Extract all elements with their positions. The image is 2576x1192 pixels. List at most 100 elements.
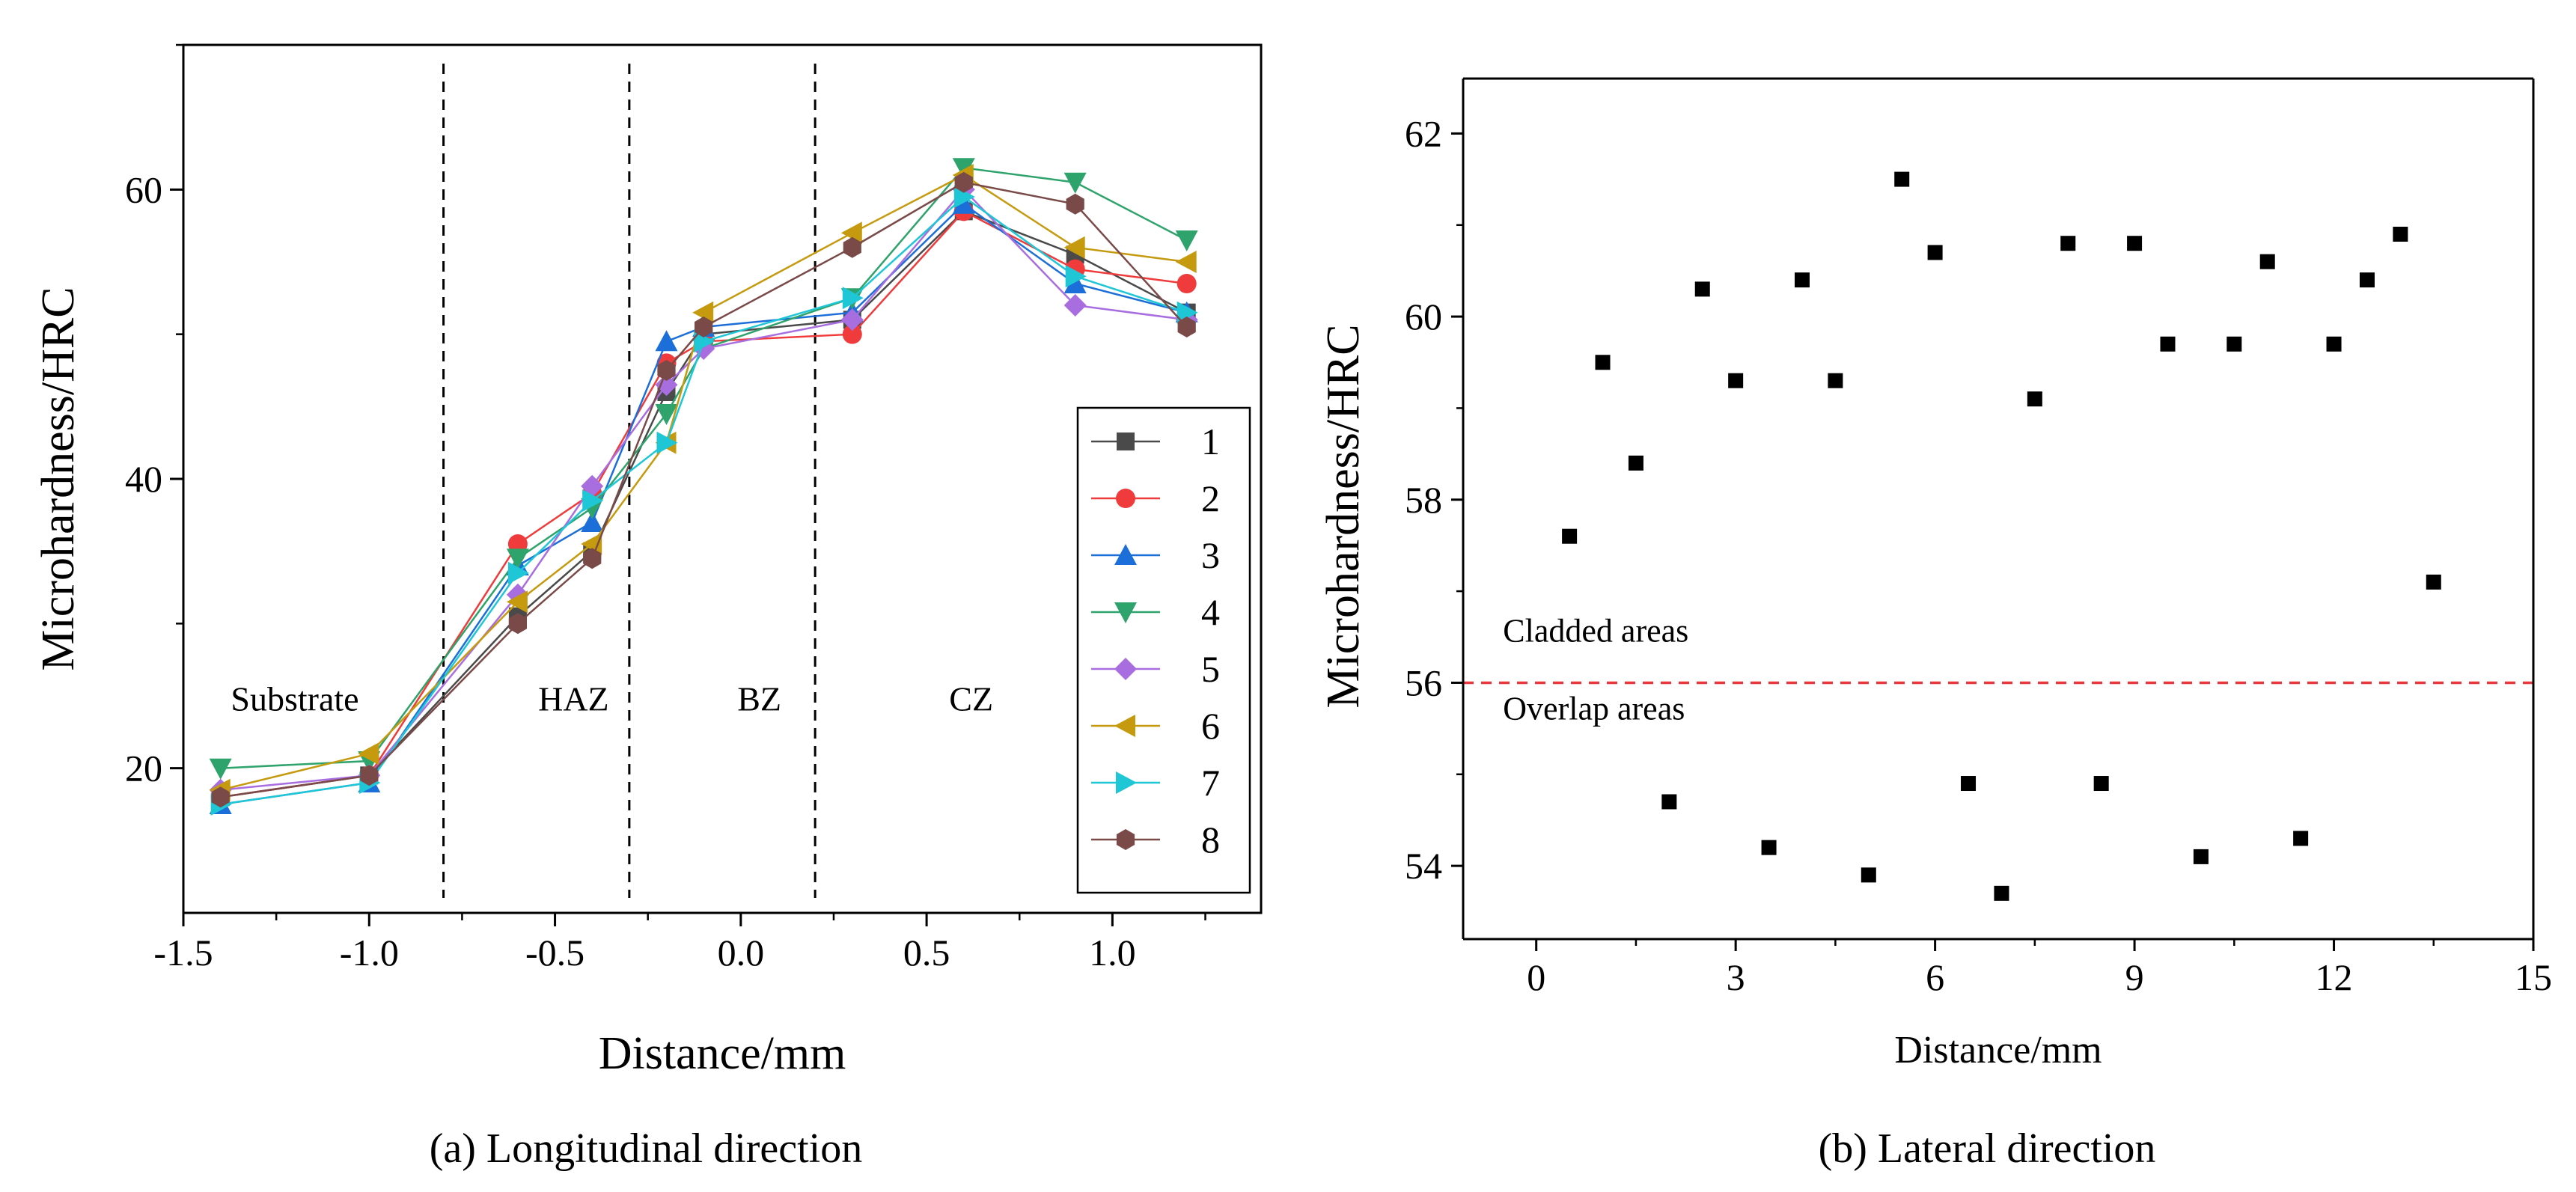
region-label-substrate: Substrate (231, 679, 358, 718)
y-tick-label: 20 (125, 748, 162, 789)
series-1 (211, 202, 1196, 807)
series-8-point (695, 317, 713, 337)
caption-b: (b) Lateral direction (1819, 1125, 2156, 1172)
series-7-point (1176, 301, 1198, 324)
region-boundaries (442, 64, 817, 898)
scatter-point (1961, 776, 1977, 792)
series-3-point (655, 330, 678, 352)
legend-marker (1116, 489, 1135, 508)
legend-marker (1117, 433, 1135, 450)
legend-marker (1116, 829, 1135, 850)
series-2-point (842, 324, 862, 344)
y-tick-label: 56 (1405, 661, 1442, 703)
legend-marker (1114, 658, 1137, 680)
series-7-point (694, 330, 715, 353)
series-4-line (220, 166, 1188, 769)
scatter-point (1894, 171, 1910, 187)
legend: 1 2 3 4 5 6 7 8 (1076, 406, 1251, 894)
series-8-point (508, 613, 527, 635)
y-axis-label: Microhardness/HRC (33, 287, 84, 670)
x-tick-label: 6 (1926, 956, 1944, 998)
y-tick-label: 58 (1405, 479, 1442, 521)
legend-item-2: 2 (1091, 477, 1220, 519)
y-tick-label: 60 (125, 168, 162, 210)
series-3-line (220, 203, 1188, 806)
y-tick-label: 54 (1405, 845, 1442, 887)
scatter-point (2259, 254, 2275, 269)
scatter-point (2193, 849, 2209, 864)
scatter-point (2226, 336, 2242, 352)
x-tick-label: 0.0 (718, 932, 765, 974)
series-7-point (1065, 265, 1087, 288)
annotation-overlap-areas: Overlap areas (1503, 690, 1685, 727)
series-6-point (840, 221, 862, 245)
region-labels: Substrate HAZ BZ CZ (231, 679, 993, 718)
series-8-point (583, 548, 602, 569)
y-tick-label: 62 (1405, 112, 1442, 154)
series-6-point (1063, 236, 1085, 259)
series-3 (209, 192, 1198, 814)
scatter-point (2293, 831, 2309, 846)
legend-item-6: 6 (1091, 705, 1220, 747)
series-7-point (507, 561, 529, 584)
series-4-point (1063, 172, 1087, 194)
legend-label: 5 (1201, 648, 1220, 690)
legend-label: 7 (1201, 762, 1220, 804)
series-8-point (843, 236, 861, 258)
series-1-line (220, 210, 1188, 798)
series-6-point (1175, 251, 1197, 273)
scatter-point (1694, 281, 1710, 297)
legend-label: 6 (1201, 705, 1220, 747)
legend-label: 1 (1201, 421, 1220, 462)
series-5-point (840, 308, 864, 331)
region-label-haz: HAZ (538, 679, 609, 718)
series-4-point (506, 548, 529, 570)
scatter-point (2027, 391, 2042, 407)
series-2-line (220, 210, 1187, 798)
series-8-point (360, 765, 379, 786)
scatter-point (1661, 794, 1677, 810)
x-axis-label: Distance/mm (1894, 1029, 2102, 1072)
x-tick-label: -1.5 (153, 932, 213, 974)
x-tick-label: 0 (1527, 956, 1545, 998)
scatter-point (2426, 574, 2441, 590)
series-5-point (655, 373, 678, 397)
y-tick-label: 60 (1405, 296, 1442, 337)
scatter-point (2393, 226, 2408, 242)
series-3-point (952, 192, 975, 214)
series-6-point (506, 590, 528, 614)
scatter-point (2093, 776, 2109, 792)
series-8-point (211, 786, 230, 808)
y-ticks: 54 56 58 60 62 (1405, 112, 1463, 887)
legend-label: 4 (1201, 591, 1220, 633)
legend-item-4: 4 (1091, 591, 1220, 633)
chart-a-longitudinal: Substrate HAZ BZ CZ -1.5 -1.0 -0.5 0.0 0.5 1.0 2… (33, 43, 1263, 1172)
series-7-point (656, 431, 678, 454)
x-tick-label: -1.0 (340, 932, 399, 974)
series-5-point (1063, 294, 1087, 317)
region-label-cz: CZ (949, 679, 993, 718)
x-tick-label: 3 (1727, 956, 1745, 998)
series-4-point (655, 404, 678, 425)
series-8-point (1066, 193, 1084, 215)
series-5-line (220, 188, 1187, 791)
series-3-point (581, 511, 604, 532)
scatter-points (1562, 171, 2441, 901)
y-axis-label: Microhardness/HRC (1318, 324, 1369, 708)
legend-marker (1114, 715, 1135, 737)
scatter-point (2060, 236, 2076, 251)
series-7-point (842, 287, 864, 310)
x-ticks: -1.5 -1.0 -0.5 0.0 0.5 1.0 (153, 913, 1206, 974)
x-tick-label: -0.5 (525, 932, 585, 974)
legend-item-5: 5 (1091, 648, 1220, 690)
region-label-bz: BZ (737, 679, 781, 718)
legend-label: 3 (1201, 534, 1220, 576)
scatter-point (1562, 528, 1578, 544)
series-3-point (1063, 272, 1087, 293)
legend-marker (1116, 771, 1137, 794)
series-group (209, 158, 1198, 816)
legend-item-7: 7 (1091, 762, 1220, 804)
scatter-point (1761, 840, 1777, 855)
scatter-point (2127, 236, 2143, 251)
scatter-point (2326, 336, 2342, 352)
